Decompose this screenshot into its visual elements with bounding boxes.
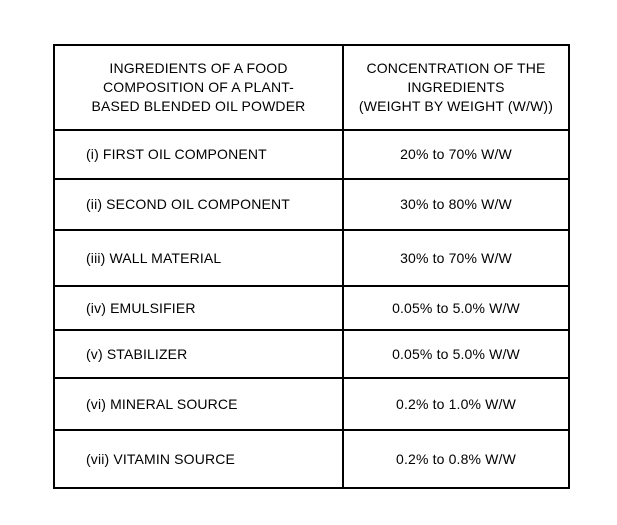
ingredient-cell: (i) FIRST OIL COMPONENT <box>55 131 344 180</box>
header-cell-ingredients: INGREDIENTS OF A FOOD COMPOSITION OF A P… <box>55 46 344 131</box>
concentration-cell: 30% to 80% W/W <box>344 180 568 231</box>
concentration-cell: 0.2% to 0.8% W/W <box>396 450 516 467</box>
concentration-cell: 30% to 70% W/W <box>344 231 568 287</box>
ingredient-cell: (ii) SECOND OIL COMPONENT <box>55 180 344 231</box>
ingredient-cell: (iii) WALL MATERIAL <box>55 231 344 287</box>
ingredient-cell: (vii) VITAMIN SOURCE <box>55 431 344 487</box>
ingredient-cell: (iv) EMULSIFIER <box>55 287 344 331</box>
ingredient-cell: (v) STABILIZER <box>55 331 344 379</box>
ingredients-concentration-table: INGREDIENTS OF A FOOD COMPOSITION OF A P… <box>53 44 570 489</box>
header-cell-concentration: CONCENTRATION OF THE INGREDIENTS (WEIGHT… <box>344 46 568 131</box>
concentration-cell: 0.05% to 5.0% W/W <box>344 331 568 379</box>
concentration-cell: 0.05% to 5.0% W/W <box>344 287 568 331</box>
concentration-cell: 20% to 70% W/W <box>344 131 568 180</box>
ingredient-cell: (vi) MINERAL SOURCE <box>55 379 344 431</box>
concentration-cell: 0.2% to 1.0% W/W <box>344 379 568 431</box>
